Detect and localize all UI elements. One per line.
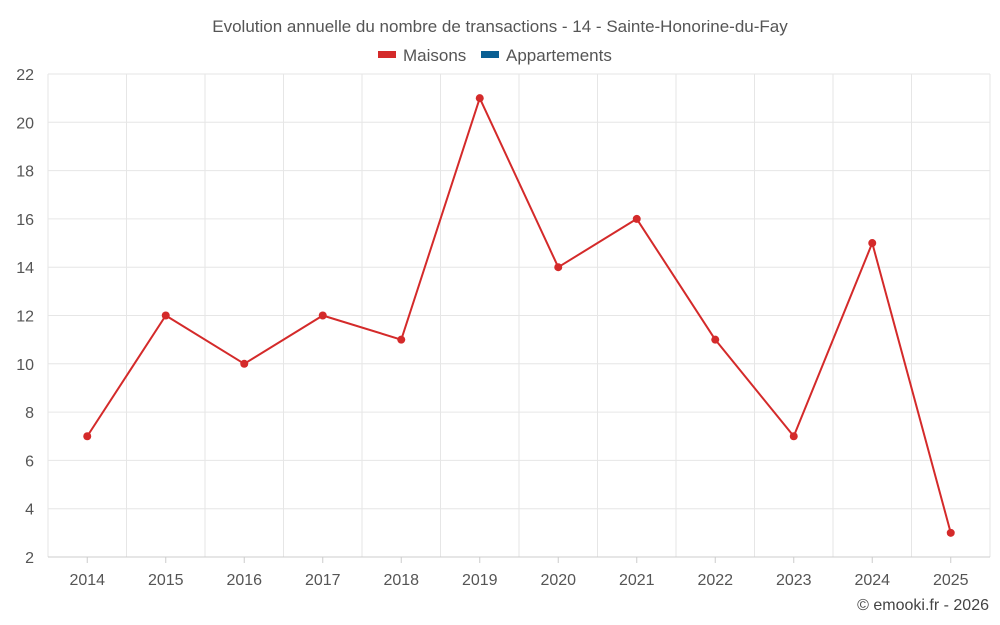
x-axis-ticks: 2014 2015 2016 2017 2018 2019 2020 2021 2022 2023… bbox=[69, 572, 968, 589]
y-tick-label: 20 bbox=[16, 115, 34, 132]
x-tick-label: 2019 bbox=[462, 572, 498, 589]
legend-item-appartements[interactable]: Appartements bbox=[481, 46, 612, 65]
y-tick-label: 4 bbox=[25, 502, 34, 519]
legend-label-appartements: Appartements bbox=[506, 46, 612, 65]
data-point-maisons-2014[interactable] bbox=[83, 432, 92, 441]
data-point-maisons-2023[interactable] bbox=[789, 432, 798, 441]
credit-text: © emooki.fr - 2026 bbox=[857, 597, 989, 614]
data-point-maisons-2025[interactable] bbox=[946, 528, 955, 537]
chart-title: Evolution annuelle du nombre de transact… bbox=[212, 17, 788, 36]
axes bbox=[48, 556, 990, 563]
y-tick-label: 6 bbox=[25, 453, 34, 470]
data-point-maisons-2020[interactable] bbox=[554, 263, 563, 272]
data-point-maisons-2021[interactable] bbox=[632, 214, 641, 223]
series-line-maisons bbox=[86, 97, 952, 534]
data-point-maisons-2016[interactable] bbox=[240, 359, 249, 368]
x-tick-label: 2022 bbox=[697, 572, 733, 589]
x-tick-label: 2014 bbox=[69, 572, 105, 589]
data-point-maisons-2019[interactable] bbox=[475, 94, 484, 103]
y-tick-label: 12 bbox=[16, 309, 34, 326]
data-point-maisons-2018[interactable] bbox=[397, 335, 406, 344]
legend-swatch-maisons bbox=[378, 51, 396, 58]
x-tick-label: 2017 bbox=[305, 572, 341, 589]
y-tick-label: 18 bbox=[16, 164, 34, 181]
series-maisons bbox=[83, 94, 955, 537]
legend: Maisons Appartements bbox=[378, 46, 612, 65]
x-tick-label: 2024 bbox=[854, 572, 890, 589]
y-tick-label: 16 bbox=[16, 212, 34, 229]
y-tick-label: 14 bbox=[16, 260, 34, 277]
y-tick-label: 22 bbox=[16, 67, 34, 84]
data-point-maisons-2024[interactable] bbox=[868, 239, 877, 248]
y-tick-label: 2 bbox=[25, 550, 34, 567]
y-axis-ticks: 2 4 6 8 10 12 14 16 18 20 22 bbox=[16, 67, 34, 567]
data-point-maisons-2017[interactable] bbox=[318, 311, 327, 320]
legend-swatch-appartements bbox=[481, 51, 499, 58]
x-tick-label: 2016 bbox=[226, 572, 262, 589]
x-tick-label: 2023 bbox=[776, 572, 812, 589]
data-point-maisons-2015[interactable] bbox=[161, 311, 170, 320]
x-tick-label: 2015 bbox=[148, 572, 184, 589]
x-tick-label: 2021 bbox=[619, 572, 655, 589]
x-tick-label: 2020 bbox=[540, 572, 576, 589]
y-tick-label: 8 bbox=[25, 405, 34, 422]
x-tick-label: 2025 bbox=[933, 572, 969, 589]
x-tick-label: 2018 bbox=[383, 572, 419, 589]
grid bbox=[47, 73, 991, 558]
y-tick-label: 10 bbox=[16, 357, 34, 374]
legend-item-maisons[interactable]: Maisons bbox=[378, 46, 466, 65]
legend-label-maisons: Maisons bbox=[403, 46, 466, 65]
data-point-maisons-2022[interactable] bbox=[711, 335, 720, 344]
